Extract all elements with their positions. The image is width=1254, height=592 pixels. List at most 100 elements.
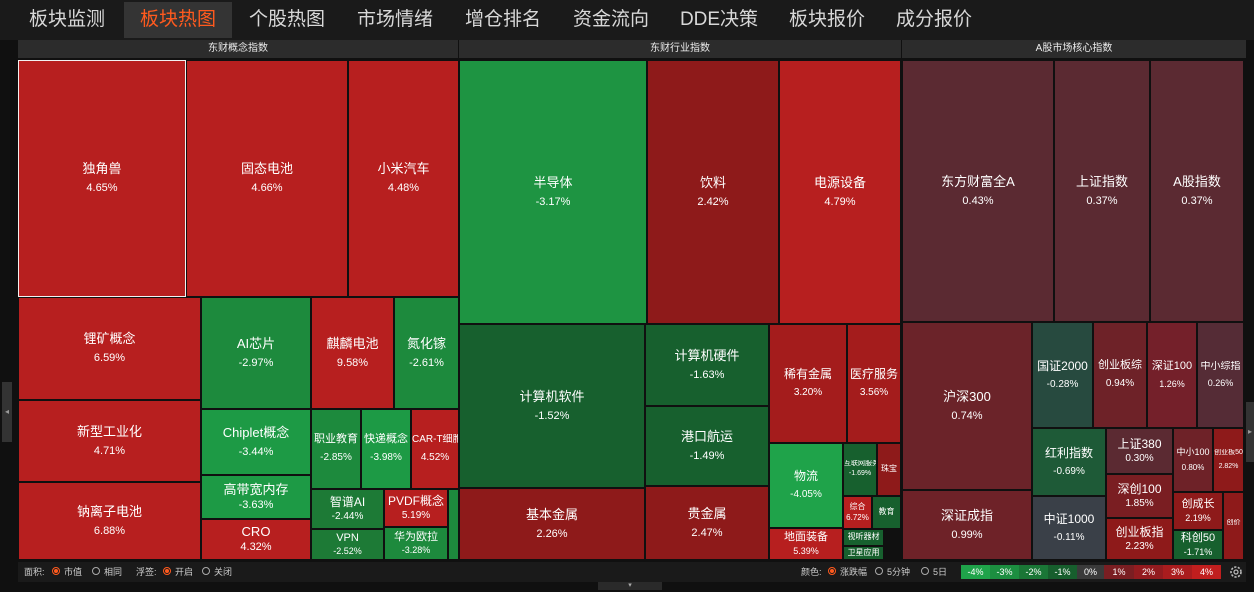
treemap-tile[interactable]: 智谱AI -2.44% — [311, 489, 384, 529]
tile-percent: 5.19% — [401, 509, 431, 521]
nav-tab-4[interactable]: 市场情绪 — [356, 9, 433, 30]
treemap-tile[interactable]: 上证380 0.30% — [1106, 428, 1173, 474]
treemap-tile[interactable]: 半导体 -3.17% — [459, 60, 647, 324]
treemap-tile[interactable]: 地面装备 5.39% — [769, 528, 843, 560]
treemap-tile[interactable]: 中小综指 0.26% — [1197, 322, 1244, 428]
area-option-equal[interactable]: 相同 — [104, 567, 123, 577]
right-collapse-handle[interactable]: ▸ — [1246, 402, 1254, 462]
tile-name: Chiplet概念 — [222, 424, 290, 440]
treemap-tile[interactable] — [448, 489, 459, 560]
treemap-tile[interactable]: 中小100 0.80% — [1173, 428, 1213, 492]
treemap-tile[interactable]: 计算机硬件 -1.63% — [645, 324, 769, 406]
treemap-tile[interactable]: Chiplet概念 -3.44% — [201, 409, 311, 475]
tile-name: 珠宝 — [881, 464, 897, 473]
bottom-collapse-handle[interactable]: ▾ — [598, 582, 662, 590]
float-radio-off[interactable] — [202, 567, 210, 575]
tile-name: 锂矿概念 — [83, 331, 136, 346]
tile-percent: 0.74% — [951, 409, 983, 422]
float-option-off[interactable]: 关闭 — [214, 567, 233, 577]
treemap-tile[interactable]: 中证1000 -0.11% — [1032, 496, 1106, 560]
color-radio-5min[interactable] — [875, 567, 883, 575]
treemap-tile[interactable]: 氮化镓 -2.61% — [394, 297, 459, 409]
treemap-tile[interactable]: 钠离子电池 6.88% — [18, 482, 201, 560]
treemap-tile[interactable]: 稀有金属 3.20% — [769, 324, 847, 443]
tile-name: 综合 — [849, 502, 866, 511]
left-collapse-handle[interactable]: ◂ — [2, 382, 12, 442]
tile-percent: 4.66% — [251, 182, 283, 195]
tile-percent: -2.85% — [320, 452, 352, 464]
treemap-tile[interactable]: 饮料 2.42% — [647, 60, 779, 324]
gear-icon[interactable] — [1228, 564, 1244, 580]
tile-name: CRO — [241, 524, 271, 539]
nav-tab-3[interactable]: 个股热图 — [248, 9, 325, 30]
nav-tab-2[interactable]: 板块热图 — [124, 2, 232, 38]
color-radio-change[interactable] — [828, 567, 836, 575]
treemap-tile[interactable]: 快递概念 -3.98% — [361, 409, 411, 489]
treemap-tile[interactable]: 独角兽 4.65% — [18, 60, 186, 297]
treemap-tile[interactable]: 创业板50 2.82% — [1213, 428, 1244, 492]
treemap-tile[interactable]: 锂矿概念 6.59% — [18, 297, 201, 400]
treemap-tile[interactable]: 创业板综 0.94% — [1093, 322, 1147, 428]
tile-name: 港口航运 — [680, 428, 733, 444]
nav-tab-9[interactable]: 成分报价 — [895, 9, 972, 30]
tile-percent: -1.52% — [534, 409, 570, 422]
treemap-tile[interactable]: 物流 -4.05% — [769, 443, 843, 528]
treemap-tile[interactable]: CRO 4.32% — [201, 519, 311, 560]
treemap-tile[interactable]: A股指数 0.37% — [1150, 60, 1244, 322]
nav-tab-6[interactable]: 资金流向 — [572, 9, 649, 30]
treemap-tile[interactable]: PVDF概念 5.19% — [384, 489, 448, 527]
treemap-tile[interactable]: 固态电池 4.66% — [186, 60, 348, 297]
treemap-tile[interactable]: 贵金属 2.47% — [645, 486, 769, 560]
nav-tab-7[interactable]: DDE决策 — [679, 9, 759, 30]
treemap-tile[interactable]: 深创100 1.85% — [1106, 474, 1173, 518]
treemap-tile[interactable]: 港口航运 -1.49% — [645, 406, 769, 486]
nav-tab-5[interactable]: 增仓排名 — [464, 9, 541, 30]
treemap-tile[interactable]: CAR-T细胞 4.52% — [411, 409, 459, 489]
treemap-tile[interactable]: 新型工业化 4.71% — [18, 400, 201, 482]
float-option-on[interactable]: 开启 — [175, 567, 194, 577]
treemap-tile[interactable]: 科创50 -1.71% — [1173, 530, 1223, 560]
color-option-5min[interactable]: 5分钟 — [887, 567, 911, 577]
treemap-tile[interactable]: 综合 6.72% — [843, 496, 872, 529]
area-option-market-cap[interactable]: 市值 — [64, 567, 83, 577]
tile-percent: -2.61% — [409, 356, 444, 369]
treemap-tile[interactable]: VPN -2.52% — [311, 529, 384, 560]
treemap-tile[interactable]: 职业教育 -2.85% — [311, 409, 361, 489]
area-radio-equal[interactable] — [92, 567, 100, 575]
treemap-tile[interactable]: 卫星应用 — [843, 546, 884, 560]
tile-name: 高带宽内存 — [223, 481, 289, 497]
tile-percent: 1.26% — [1159, 378, 1185, 389]
treemap-tile[interactable]: 上证指数 0.37% — [1054, 60, 1150, 322]
tile-name: AI芯片 — [236, 335, 276, 351]
treemap-tile[interactable]: 红利指数 -0.69% — [1032, 428, 1106, 496]
treemap-tile[interactable]: 计算机软件 -1.52% — [459, 324, 645, 488]
treemap-tile[interactable]: 互联网服务 -1.69% — [843, 443, 877, 496]
treemap-tile[interactable]: 深证成指 0.99% — [902, 490, 1032, 560]
treemap-tile[interactable]: 创成长 2.19% — [1173, 492, 1223, 530]
treemap-tile[interactable]: 东方财富全A 0.43% — [902, 60, 1054, 322]
color-option-change[interactable]: 涨跌幅 — [840, 567, 868, 577]
treemap-tile[interactable]: 国证2000 -0.28% — [1032, 322, 1093, 428]
section-header-1: 东财概念指数 — [18, 40, 458, 58]
nav-tab-1[interactable]: 板块监测 — [28, 9, 105, 30]
color-option-5day[interactable]: 5日 — [933, 567, 948, 577]
treemap-tile[interactable]: 电源设备 4.79% — [779, 60, 901, 324]
color-radio-5day[interactable] — [921, 567, 929, 575]
treemap-tile[interactable]: 高带宽内存 -3.63% — [201, 475, 311, 519]
treemap-tile[interactable]: 创价 — [1223, 492, 1244, 560]
nav-tab-8[interactable]: 板块报价 — [788, 9, 865, 30]
float-radio-on[interactable] — [163, 567, 171, 575]
treemap-tile[interactable]: 视听器材 — [843, 529, 884, 546]
treemap-tile[interactable]: 创业板指 2.23% — [1106, 518, 1173, 560]
treemap-tile[interactable]: 基本金属 2.26% — [459, 488, 645, 560]
treemap-tile[interactable]: 教育 — [872, 496, 901, 529]
area-radio-market-cap[interactable] — [52, 567, 60, 575]
treemap-tile[interactable]: 医疗服务 3.56% — [847, 324, 901, 443]
treemap-tile[interactable]: 沪深300 0.74% — [902, 322, 1032, 490]
treemap-tile[interactable]: AI芯片 -2.97% — [201, 297, 311, 409]
treemap-tile[interactable]: 麒麟电池 9.58% — [311, 297, 394, 409]
treemap-tile[interactable]: 小米汽车 4.48% — [348, 60, 459, 297]
treemap-tile[interactable]: 深证100 1.26% — [1147, 322, 1197, 428]
treemap-tile[interactable]: 华为欧拉 -3.28% — [384, 527, 448, 560]
treemap-tile[interactable]: 珠宝 — [877, 443, 901, 496]
